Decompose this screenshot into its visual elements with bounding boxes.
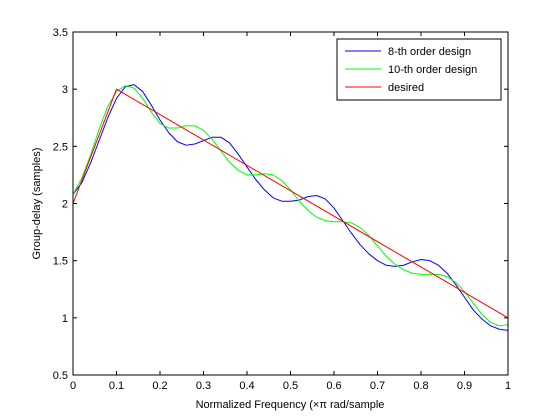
- series-line-3: [72, 88, 509, 319]
- y-tick-label: 2.5: [53, 141, 68, 153]
- legend-label-3: desired: [388, 82, 424, 94]
- legend-label-2: 10-th order design: [388, 64, 477, 76]
- x-tick-label: 0.3: [196, 380, 211, 392]
- x-tick-label: 0.4: [239, 380, 254, 392]
- y-tick-label: 1.5: [53, 256, 68, 268]
- y-tick-label: 0.5: [53, 370, 68, 382]
- series-line-1: [72, 84, 509, 331]
- x-tick-label: 0.6: [326, 380, 341, 392]
- y-tick-label: 2: [62, 199, 68, 211]
- y-tick-label: 1: [62, 313, 68, 325]
- legend-label-1: 8-th order design: [388, 46, 471, 58]
- ticks-layer: 0 0.1 0.2 0.3 0.4 0.5 0.6 0.7 0.8 0.9 1 0.5 1 1.5 2 2.5…: [53, 27, 511, 392]
- y-tick-label: 3.5: [53, 27, 68, 39]
- x-tick-label: 0.5: [283, 380, 298, 392]
- x-tick-label: 1: [505, 380, 511, 392]
- x-axis-label: Normalized Frequency (×π rad/sample: [196, 399, 385, 411]
- series-layer: [72, 84, 509, 331]
- x-tick-label: 0.1: [109, 380, 124, 392]
- x-tick-label: 0.8: [413, 380, 428, 392]
- x-tick-label: 0: [70, 380, 76, 392]
- legend: 8-th order design 10-th order design desir…: [336, 38, 502, 101]
- x-tick-label: 0.9: [457, 380, 472, 392]
- y-axis-label: Group-delay (samples): [31, 148, 43, 260]
- x-tick-label: 0.7: [370, 380, 385, 392]
- y-tick-label: 3: [62, 84, 68, 96]
- series-line-2: [72, 85, 509, 327]
- x-tick-label: 0.2: [152, 380, 167, 392]
